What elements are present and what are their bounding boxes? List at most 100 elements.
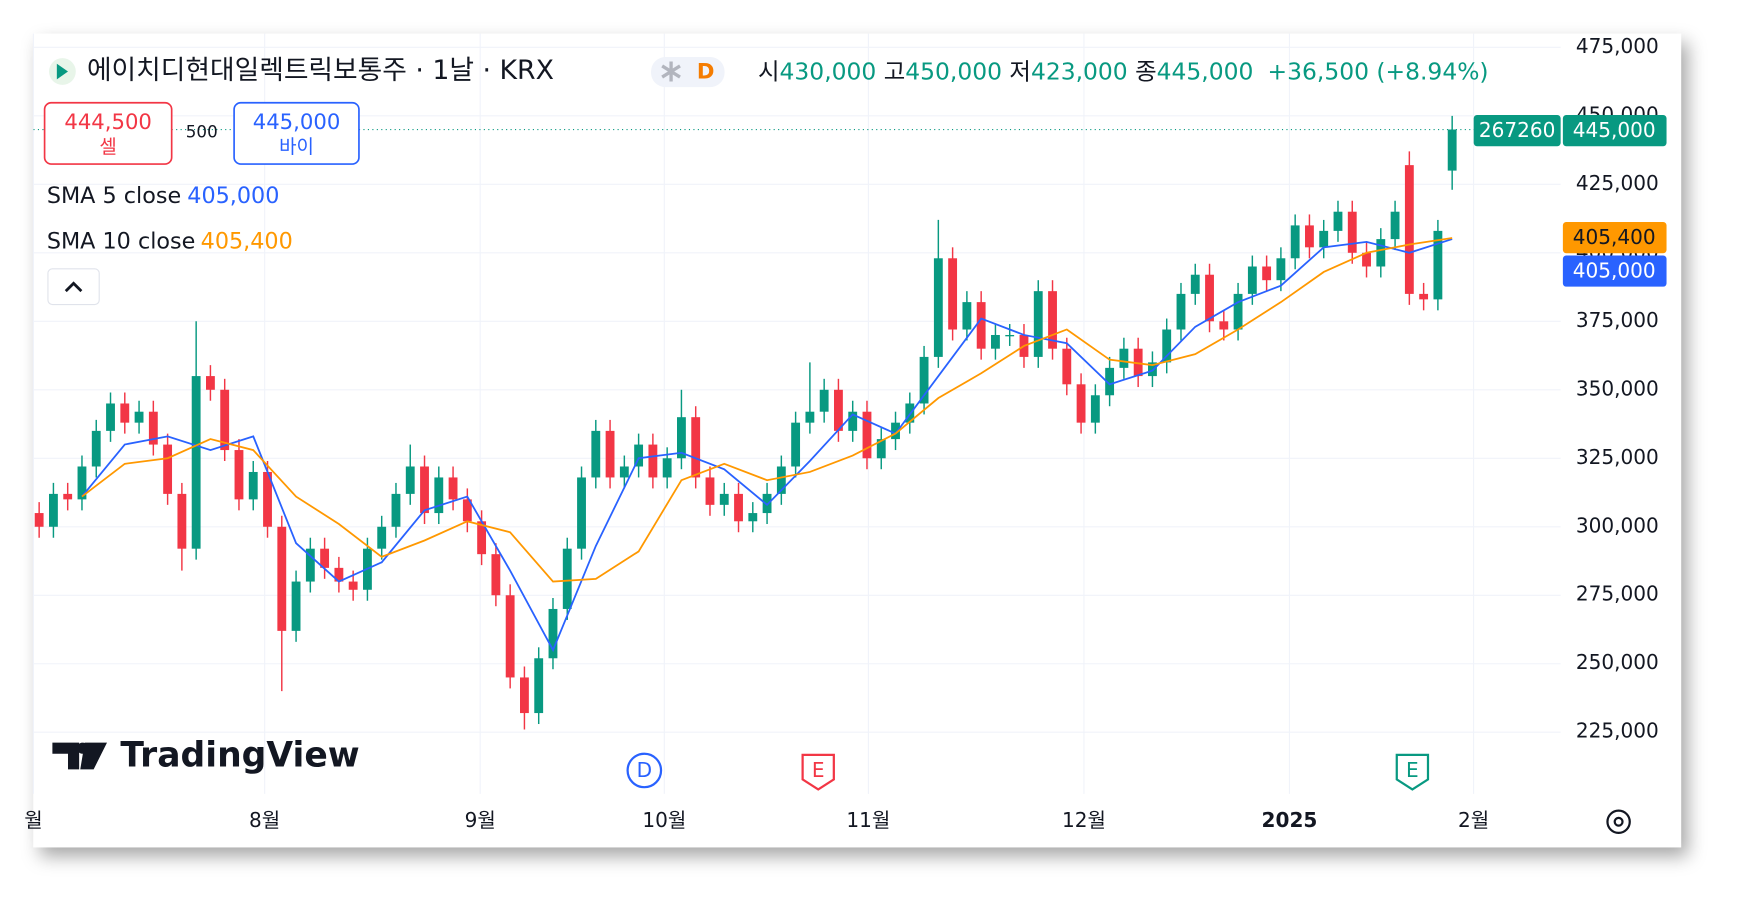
sell-label[interactable]: 셀 — [99, 136, 116, 158]
candle-body — [762, 493, 772, 514]
buy-label[interactable]: 바이 — [279, 136, 314, 158]
candle-body — [1404, 165, 1414, 294]
candle-body — [1319, 230, 1329, 248]
candle-body — [148, 411, 158, 445]
candle-body — [248, 471, 258, 500]
candle-body — [106, 403, 115, 431]
candle-body — [848, 411, 858, 431]
sma5-price: 405,000 — [1573, 259, 1656, 283]
candle-body — [691, 417, 701, 478]
candle-body — [220, 389, 230, 451]
y-tick-label: 475,000 — [1576, 34, 1659, 58]
candle-body — [120, 403, 130, 423]
candle-body — [491, 554, 501, 596]
candle-body — [1062, 348, 1072, 385]
ohlc-label: 고 — [884, 57, 906, 85]
event-marker[interactable] — [626, 752, 663, 789]
candle-body — [805, 411, 815, 423]
candle-body — [677, 417, 686, 459]
candle-body — [134, 411, 144, 423]
candle-body — [191, 376, 201, 549]
event-label[interactable]: D — [637, 758, 652, 782]
logo-icon — [52, 742, 108, 770]
candle-body — [477, 521, 487, 555]
candle-body — [562, 548, 572, 609]
candle-body — [776, 466, 786, 494]
ohlc-value: 430,000 — [780, 57, 877, 85]
y-tick-label: 300,000 — [1576, 513, 1659, 537]
ohlc-change: +36,500 (+8.94%) — [1268, 57, 1489, 85]
candle-body — [1176, 293, 1186, 330]
candle-body — [277, 526, 287, 631]
candle-body — [462, 499, 472, 522]
candle-body — [1205, 274, 1214, 322]
ohlc-label: 종 — [1135, 57, 1157, 85]
y-tick-label: 375,000 — [1576, 308, 1659, 332]
sma10-price: 405,400 — [1573, 225, 1656, 249]
candle-body — [1419, 293, 1429, 300]
candle-body — [348, 581, 358, 590]
countdown-tag — [1473, 115, 1561, 147]
spread: 500 — [186, 121, 218, 141]
ohlc-value: 445,000 — [1157, 57, 1254, 85]
sma10-tag — [1562, 222, 1667, 254]
candle-body — [520, 677, 529, 714]
candle-body — [1247, 266, 1257, 294]
candle-body — [405, 466, 415, 494]
candle-body — [1190, 274, 1200, 294]
candle-body — [1133, 348, 1143, 377]
legend-value: 405,400 — [201, 229, 293, 255]
badge-star — [661, 61, 681, 82]
legend-entry: SMA 10 close — [47, 229, 196, 255]
sell-price[interactable]: 444,500 — [64, 109, 152, 134]
settings-icon-center[interactable] — [1613, 816, 1624, 827]
x-tick-label: 10월 — [642, 808, 686, 832]
symbol-icon-arrow — [56, 63, 68, 80]
collapse-button[interactable] — [47, 268, 100, 306]
candle-body — [933, 258, 943, 357]
candle-body — [819, 389, 829, 412]
event-label[interactable]: E — [812, 758, 825, 782]
x-tick-label: 월 — [24, 808, 42, 832]
candle-body — [1447, 129, 1457, 171]
y-tick-label: 250,000 — [1576, 650, 1659, 674]
event-marker[interactable] — [801, 753, 835, 791]
candle-body — [1362, 252, 1371, 267]
candle-body — [1005, 334, 1015, 337]
ohlc: 시430,000 고450,000 저423,000 종445,000 +36,… — [758, 57, 1489, 85]
candle-body — [976, 302, 986, 349]
candle-body — [1276, 258, 1286, 281]
buy-price[interactable]: 445,000 — [253, 109, 341, 134]
candle-body — [734, 493, 743, 522]
candle-body — [1433, 230, 1443, 300]
y-tick-label: 325,000 — [1576, 445, 1659, 469]
candle-body — [834, 389, 843, 431]
candle-body — [1262, 266, 1272, 281]
settings-icon[interactable] — [1606, 809, 1631, 835]
candle-body — [1090, 395, 1100, 423]
candle-body — [63, 493, 73, 500]
sell-button[interactable] — [43, 101, 173, 165]
event-label[interactable]: E — [1406, 758, 1419, 782]
candle-body — [948, 258, 958, 330]
ohlc-label: 저 — [1009, 57, 1031, 85]
candle-body — [1290, 225, 1300, 259]
candle-body — [334, 567, 344, 582]
countdown: 267260 — [1479, 118, 1556, 142]
candle-body — [1148, 362, 1157, 377]
candle-body — [420, 466, 429, 514]
collapse-icon[interactable] — [64, 281, 83, 293]
buy-button[interactable] — [233, 101, 360, 165]
candle-body — [648, 444, 658, 478]
x-tick-label: 12월 — [1062, 808, 1106, 832]
candle-body — [34, 513, 44, 527]
candle-body — [1048, 291, 1057, 349]
event-marker[interactable] — [1395, 753, 1430, 791]
candle-body — [891, 422, 900, 440]
candle-body — [234, 450, 244, 500]
sma5-tag — [1562, 255, 1667, 287]
candle-body — [263, 471, 272, 527]
legend-value: 405,000 — [187, 183, 279, 209]
candle-body — [1333, 211, 1343, 231]
candle-body — [291, 581, 301, 631]
